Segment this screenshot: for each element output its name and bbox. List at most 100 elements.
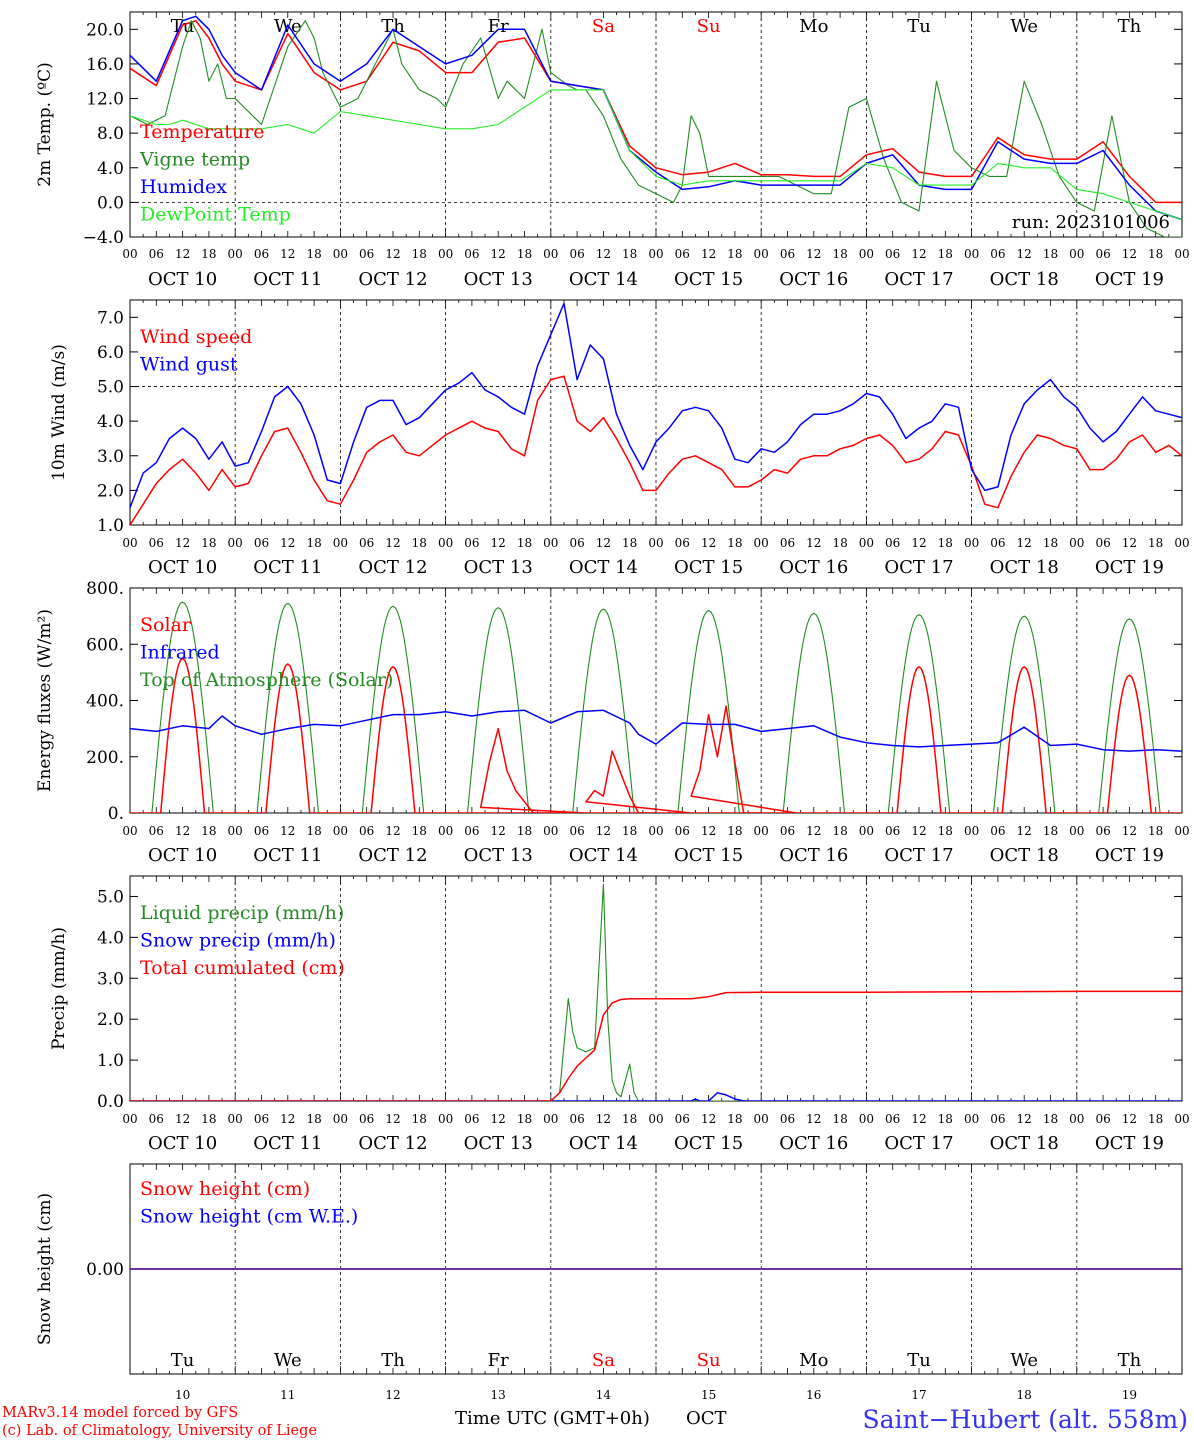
hour-tick-label: 06 [885, 247, 900, 261]
hour-tick-label: 06 [569, 536, 584, 550]
hour-tick-label: 06 [569, 1112, 584, 1126]
toa-solar-curve [550, 608, 656, 813]
hour-tick-label: 18 [412, 536, 427, 550]
data-layer [130, 883, 1182, 1101]
y-tick-label: 5.0 [97, 887, 124, 907]
total-cumulated-cm-line [130, 990, 1182, 1101]
hour-tick-label: 06 [885, 1112, 900, 1126]
hour-tick-label: 18 [412, 1112, 427, 1126]
toa-solar-curve [340, 605, 446, 813]
date-label: OCT 13 [464, 845, 533, 866]
legend-label: Snow precip (mm/h) [140, 930, 336, 952]
hour-tick-label: 00 [1174, 824, 1189, 838]
hour-tick-label: 12 [701, 536, 716, 550]
hour-tick-label: 06 [464, 824, 479, 838]
day-name-label: Th [1118, 1350, 1142, 1371]
solar-curve [130, 657, 236, 813]
hour-tick-labels: 00 06 12 18 00 06 12 18 00 06 12 18 00 06 12 18 00 06 12 18… [122, 1112, 1189, 1126]
date-label: OCT 10 [148, 845, 217, 866]
plot-frame [129, 587, 1183, 814]
hour-tick-label: 00 [859, 1112, 874, 1126]
hour-tick-label: 18 [727, 247, 742, 261]
hour-tick-label: 06 [675, 536, 690, 550]
day-name-label: We [1010, 16, 1038, 37]
day-number-label: 17 [911, 1388, 926, 1402]
hour-tick-label: 00 [228, 536, 243, 550]
hour-tick-label: 18 [1148, 247, 1163, 261]
date-label: OCT 14 [569, 1133, 638, 1154]
hour-tick-label: 00 [648, 536, 663, 550]
solar-curve [479, 727, 656, 813]
hour-tick-label: 06 [569, 247, 584, 261]
date-label: OCT 10 [148, 269, 217, 290]
y-tick-label: 7.0 [97, 308, 124, 328]
hour-tick-label: 06 [464, 247, 479, 261]
solar-curve [971, 666, 1077, 813]
date-label: OCT 11 [253, 1133, 322, 1154]
hour-tick-label: 06 [885, 536, 900, 550]
hour-tick-label: 00 [648, 824, 663, 838]
hour-tick-label: 00 [543, 247, 558, 261]
hour-tick-label: 00 [228, 1112, 243, 1126]
vigne-temp-line [130, 20, 1182, 237]
date-label: OCT 11 [253, 845, 322, 866]
x-axis-month: OCT [686, 1408, 727, 1429]
hour-tick-label: 06 [675, 824, 690, 838]
hour-tick-label: 12 [385, 824, 400, 838]
y-tick-label: 400. [86, 692, 124, 712]
hour-tick-label: 00 [859, 824, 874, 838]
y-tick-label: 0.0 [97, 1092, 124, 1112]
hour-tick-label: 06 [1095, 536, 1110, 550]
toa-solar-curve [130, 601, 236, 813]
hour-tick-label: 18 [727, 824, 742, 838]
panel-2: 1.0 2.0 3.0 4.0 5.0 6.0 7.0 10m Wind (m/s) 00 06 1… [49, 299, 1190, 578]
y-tick-label: 0. [108, 804, 124, 824]
hour-tick-label: 06 [675, 1112, 690, 1126]
hour-tick-label: 18 [832, 536, 847, 550]
hour-tick-label: 06 [254, 824, 269, 838]
date-label: OCT 18 [990, 845, 1059, 866]
hour-tick-label: 12 [491, 536, 506, 550]
hour-tick-label: 12 [806, 536, 821, 550]
hour-tick-label: 18 [201, 824, 216, 838]
day-name-label: Th [381, 16, 405, 37]
date-label: OCT 12 [358, 269, 427, 290]
hour-tick-label: 12 [806, 247, 821, 261]
hour-tick-label: 06 [359, 1112, 374, 1126]
hour-tick-label: 00 [964, 824, 979, 838]
hour-tick-label: 06 [359, 536, 374, 550]
hour-tick-label: 18 [306, 536, 321, 550]
date-label: OCT 17 [884, 269, 953, 290]
hour-tick-label: 12 [491, 1112, 506, 1126]
date-label: OCT 10 [148, 557, 217, 578]
hour-tick-label: 06 [990, 247, 1005, 261]
hour-tick-label: 18 [306, 824, 321, 838]
date-label: OCT 13 [464, 269, 533, 290]
hour-tick-label: 06 [149, 1112, 164, 1126]
day-number-label: 11 [280, 1388, 295, 1402]
hour-tick-label: 00 [648, 247, 663, 261]
panel-3: 0. 200. 400. 600. 800. Energy fluxes (W/m²) 00… [35, 579, 1190, 866]
date-label: OCT 15 [674, 845, 743, 866]
hour-tick-label: 06 [780, 1112, 795, 1126]
hour-tick-label: 12 [596, 536, 611, 550]
date-label: OCT 18 [990, 557, 1059, 578]
hour-tick-label: 12 [385, 1112, 400, 1126]
hour-tick-label: 12 [1122, 1112, 1137, 1126]
date-label: OCT 15 [674, 1133, 743, 1154]
day-name-label: Su [697, 1350, 721, 1371]
hour-tick-label: 06 [149, 824, 164, 838]
legend-label: Humidex [140, 176, 227, 198]
hour-tick-label: 00 [333, 247, 348, 261]
hour-tick-labels: 00 06 12 18 00 06 12 18 00 06 12 18 00 06 12 18 00 06 12 18… [122, 824, 1189, 838]
hour-tick-label: 12 [1122, 824, 1137, 838]
y-tick-label: −4.0 [83, 228, 124, 248]
hour-tick-label: 00 [1174, 536, 1189, 550]
date-label: OCT 10 [148, 1133, 217, 1154]
date-label: OCT 12 [358, 845, 427, 866]
hour-tick-label: 00 [438, 536, 453, 550]
hour-tick-label: 18 [201, 247, 216, 261]
hour-tick-label: 00 [964, 536, 979, 550]
legend-label: Liquid precip (mm/h) [140, 902, 344, 924]
panel-5: 0.00 Snow height (cm) Snow height (cm) Snow… [35, 1163, 1183, 1402]
